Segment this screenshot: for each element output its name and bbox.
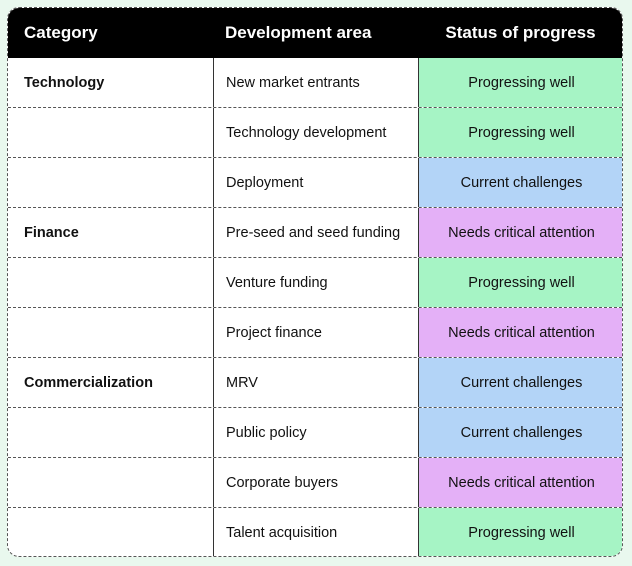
development-area-cell: Technology development (213, 108, 418, 157)
table-row: Technology development Progressing well (8, 108, 622, 158)
development-area-cell: Corporate buyers (213, 458, 418, 507)
table-row: Project finance Needs critical attention (8, 308, 622, 358)
status-cell: Current challenges (418, 158, 622, 207)
status-cell: Current challenges (418, 358, 622, 407)
development-area-cell: Public policy (213, 408, 418, 457)
category-cell (8, 458, 213, 507)
category-cell: Commercialization (24, 374, 153, 391)
status-cell: Needs critical attention (418, 208, 622, 257)
category-cell (8, 408, 213, 457)
category-cell: Technology (24, 74, 105, 91)
progress-table: Category Development area Status of prog… (7, 7, 623, 557)
development-area-cell: Project finance (213, 308, 418, 357)
category-cell (8, 158, 213, 207)
table-row: Finance Pre-seed and seed funding Needs … (8, 208, 622, 258)
header-development-area: Development area (225, 23, 372, 42)
category-cell: Finance (24, 224, 79, 241)
development-area-cell: New market entrants (213, 58, 418, 107)
status-cell: Current challenges (418, 408, 622, 457)
status-cell: Progressing well (418, 508, 622, 556)
table-row: Talent acquisition Progressing well (8, 508, 622, 556)
table-row: Public policy Current challenges (8, 408, 622, 458)
category-cell (8, 308, 213, 357)
development-area-cell: MRV (213, 358, 418, 407)
status-cell: Needs critical attention (418, 308, 622, 357)
status-cell: Needs critical attention (418, 458, 622, 507)
table-row: Venture funding Progressing well (8, 258, 622, 308)
header-category: Category (24, 23, 98, 42)
category-cell (8, 508, 213, 556)
category-cell (8, 108, 213, 157)
table-body: Technology New market entrants Progressi… (8, 58, 622, 556)
status-cell: Progressing well (418, 58, 622, 107)
development-area-cell: Pre-seed and seed funding (213, 208, 418, 257)
development-area-cell: Talent acquisition (213, 508, 418, 556)
category-cell (8, 258, 213, 307)
table-row: Commercialization MRV Current challenges (8, 358, 622, 408)
development-area-cell: Deployment (213, 158, 418, 207)
table-row: Technology New market entrants Progressi… (8, 58, 622, 108)
table-row: Deployment Current challenges (8, 158, 622, 208)
table-row: Corporate buyers Needs critical attentio… (8, 458, 622, 508)
table-header: Category Development area Status of prog… (8, 8, 622, 58)
status-cell: Progressing well (418, 108, 622, 157)
header-status: Status of progress (445, 23, 596, 42)
status-cell: Progressing well (418, 258, 622, 307)
development-area-cell: Venture funding (213, 258, 418, 307)
